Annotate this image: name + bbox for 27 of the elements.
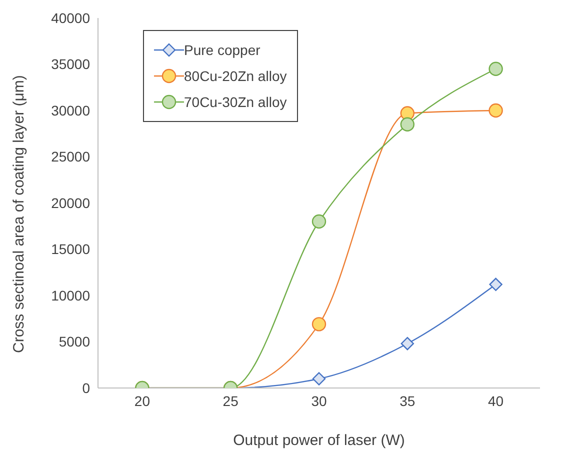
x-tick-label: 40 [488, 392, 504, 409]
y-tick-label: 10000 [51, 287, 90, 304]
y-tick-label: 30000 [51, 102, 90, 118]
point [488, 103, 503, 118]
legend-label: 80Cu-20Zn alloy [184, 68, 287, 84]
y-tick-label: 20000 [51, 194, 90, 211]
x-axis-title: Output power of laser (W) [233, 432, 405, 449]
y-tick-label: 15000 [51, 241, 90, 258]
x-tick-label: 25 [222, 392, 239, 409]
y-tick-label: 25000 [51, 148, 90, 165]
y-tick-label: 0 [82, 380, 90, 396]
y-tick-label: 40000 [51, 10, 90, 26]
point [400, 117, 414, 132]
point [312, 214, 326, 229]
point [489, 278, 502, 291]
x-tick-label: 30 [311, 392, 327, 409]
x-tick-label: 35 [400, 392, 416, 409]
point [312, 317, 326, 332]
point [488, 62, 503, 76]
y-tick-label: 5000 [58, 334, 90, 350]
point [312, 372, 326, 386]
legend-label: 70Cu-30Zn alloy [184, 94, 287, 110]
y-tick-label: 35000 [51, 56, 90, 72]
point [400, 337, 414, 350]
legend-label: Pure copper [184, 42, 260, 58]
x-tick-label: 20 [134, 392, 150, 409]
y-axis-title: Cross sectinoal area of coating layer (μm) [10, 75, 28, 353]
